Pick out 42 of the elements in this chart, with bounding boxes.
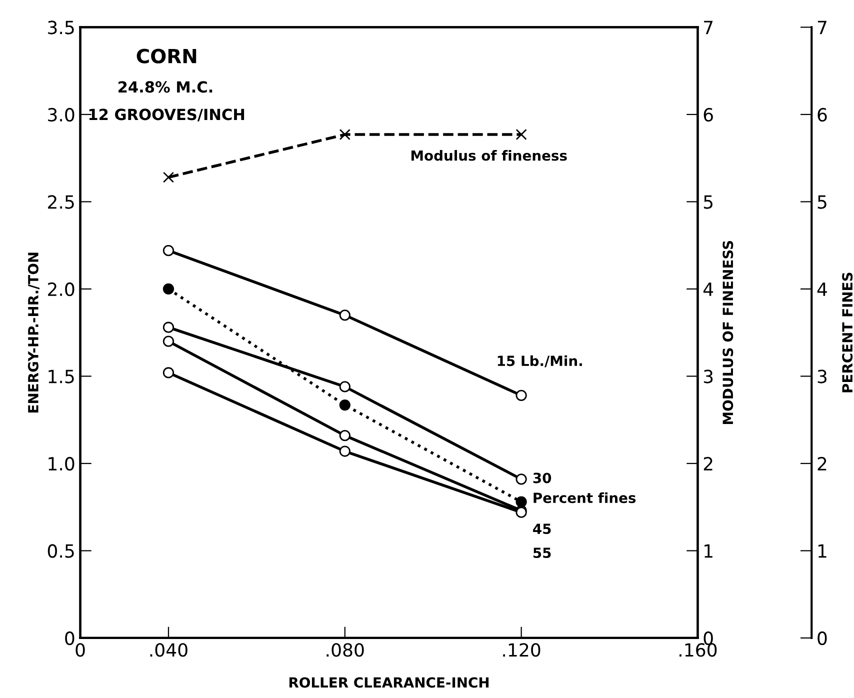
y3-tick-label: 1 (818, 544, 826, 558)
y2-tick-label: 6 (704, 108, 713, 122)
y-tick-label: 0 (65, 631, 74, 646)
annotation: 24.8% M.C. (118, 81, 212, 93)
y3-tick-label: 4 (817, 282, 827, 296)
y-tick-label: 3.5 (48, 20, 74, 34)
y2-axis-title: MODULUS OF FINENESS (722, 240, 734, 424)
x-tick-label: .160 (680, 643, 717, 657)
y-tick-label: 2.0 (48, 282, 74, 296)
y2-tick-label: 0 (704, 631, 713, 646)
y3-tick-label: 6 (818, 108, 827, 122)
y2-tick-label: 5 (704, 195, 712, 209)
y2-tick-label: 3 (704, 370, 713, 384)
x-tick-label: .120 (503, 643, 540, 657)
x-tick-label: 0 (76, 643, 85, 657)
y3-axis-title: PERCENT FINES (842, 272, 853, 392)
annotation: CORN (136, 48, 196, 64)
x-tick-label: .080 (326, 643, 364, 657)
y2-tick-label: 1 (704, 544, 712, 558)
y3-tick-label: 2 (818, 456, 826, 470)
y3-tick-label: 0 (818, 631, 827, 646)
text: 55 (533, 548, 551, 558)
y-axis-title: ENERGY-HP.-HR./TON (28, 252, 40, 412)
series-label: Percent fines (534, 492, 636, 504)
y-tick-label: 2.5 (48, 195, 74, 209)
y2-tick-label: 4 (703, 282, 714, 296)
x-tick-label: .040 (150, 643, 188, 657)
series-label: 30 (533, 472, 552, 484)
series-label: 45 (533, 524, 551, 534)
series-label: 15 Lb./Min. (498, 355, 582, 368)
x-axis-title: ROLLER CLEARANCE-INCH (289, 677, 489, 688)
y2-tick-label: 7 (704, 20, 713, 34)
y-tick-label: 1.5 (48, 370, 74, 384)
y3-tick-label: 7 (818, 20, 826, 34)
y3-tick-label: 3 (818, 370, 827, 384)
y-tick-label: 3.0 (48, 108, 74, 122)
series-label: Modulus of fineness (411, 150, 567, 161)
y3-tick-label: 5 (818, 195, 826, 209)
y2-tick-label: 2 (704, 456, 712, 470)
y-tick-label: 1.0 (48, 456, 74, 471)
y-tick-label: 0.5 (48, 544, 74, 558)
annotation: 12 GROOVES/INCH (89, 108, 244, 122)
